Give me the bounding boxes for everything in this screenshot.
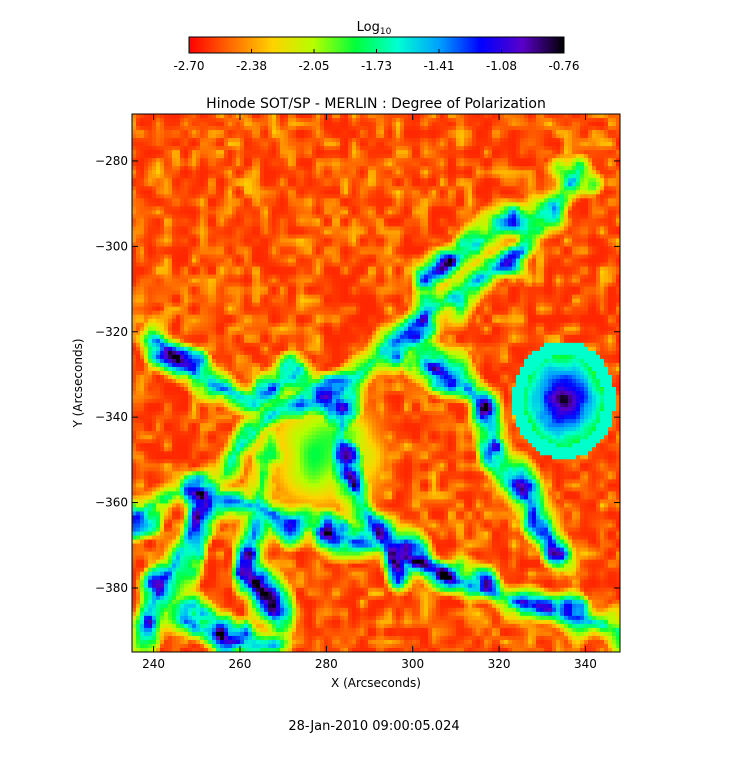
colorbar: Log10 -2.70 -2.38 -2.05 -1.73 -1.41 -1.08 -0.7… (173, 20, 579, 73)
x-tick-label: 280 (315, 657, 338, 671)
heatmap (131, 113, 621, 653)
y-tick-label: −340 (95, 410, 128, 424)
timestamp: 28-Jan-2010 09:00:05.024 (288, 719, 459, 734)
x-axis: 240 260 280 300 320 340 (142, 114, 597, 671)
plot-frame (131, 113, 621, 653)
y-tick-label: −380 (95, 581, 128, 595)
x-tick-label: 320 (488, 657, 511, 671)
colorbar-tick-label: -2.70 (173, 59, 204, 73)
x-tick-label: 300 (401, 657, 424, 671)
y-tick-label: −280 (95, 154, 128, 168)
colorbar-tick-label: -1.08 (486, 59, 517, 73)
x-axis-label: X (Arcseconds) (331, 676, 421, 690)
colorbar-tick-label: -2.38 (236, 59, 267, 73)
x-tick-label: 260 (229, 657, 252, 671)
colorbar-title: Log10 (357, 20, 392, 37)
chart-title: Hinode SOT/SP - MERLIN : Degree of Polar… (206, 96, 546, 112)
y-tick-label: −320 (95, 325, 128, 339)
y-tick-label: −300 (95, 239, 128, 253)
colorbar-tick-label: -0.76 (548, 59, 579, 73)
x-tick-label: 340 (574, 657, 597, 671)
colorbar-tick-label: -1.41 (423, 59, 454, 73)
x-tick-label: 240 (142, 657, 165, 671)
y-tick-label: −360 (95, 496, 128, 510)
colorbar-tick-label: -1.73 (361, 59, 392, 73)
y-axis: −280 −300 −320 −340 −360 −380 (95, 154, 620, 595)
colorbar-ticks: -2.70 -2.38 -2.05 -1.73 -1.41 -1.08 -0.76 (173, 49, 580, 73)
colorbar-tick-label: -2.05 (298, 59, 329, 73)
y-axis-label: Y (Arcseconds) (71, 338, 85, 428)
